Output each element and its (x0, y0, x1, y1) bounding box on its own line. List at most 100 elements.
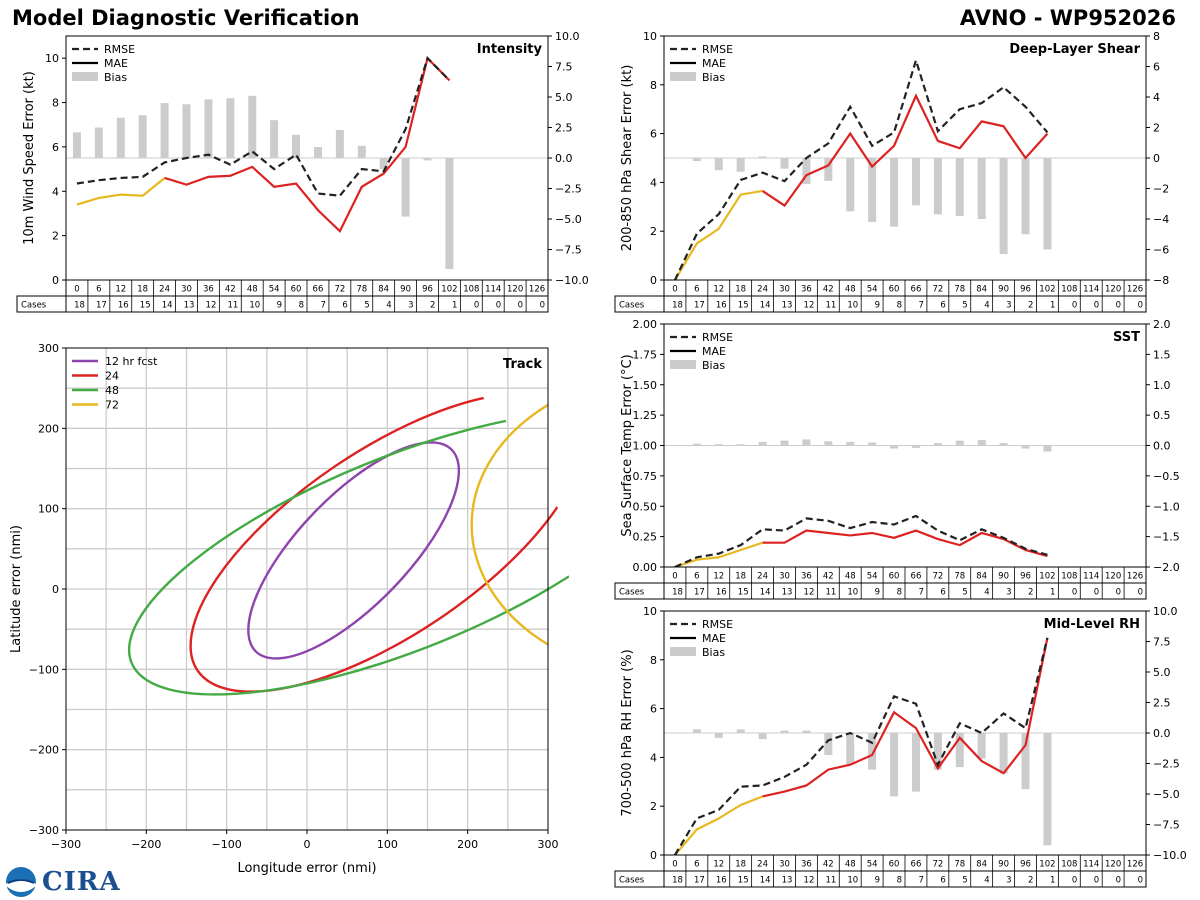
rh-table-case: 0 (1138, 876, 1143, 886)
sst-table-hour: 126 (1127, 572, 1143, 582)
intensity-legend-bias-swatch (72, 72, 98, 81)
cira-logo-text: CIRA (42, 867, 121, 897)
sst-bias-bar (692, 443, 701, 446)
track-legend-label: 72 (105, 399, 119, 412)
intensity-table-hour: 36 (203, 285, 214, 295)
sst-table-hour: 102 (1039, 572, 1055, 582)
rh-table-hour: 54 (867, 860, 878, 870)
shear-bias-bar (758, 156, 767, 158)
shear-legend-bias: Bias (702, 71, 725, 84)
intensity-ylabel: 10m Wind Speed Error (kt) (22, 71, 37, 245)
track-xtick-label: 100 (377, 838, 398, 851)
shear-table-case: 13 (782, 301, 793, 311)
intensity-table-hour: 60 (291, 285, 302, 295)
sst-table-hour: 120 (1105, 572, 1121, 582)
rh-cases-row (614, 870, 1147, 888)
sst-table-case: 18 (672, 588, 683, 598)
sst-bias-bar (1021, 445, 1030, 449)
shear-y2tick-label: −8 (1153, 274, 1169, 287)
rh-table-hour: 108 (1061, 860, 1077, 870)
rh-table-hour: 96 (1020, 860, 1031, 870)
intensity-table-hour: 114 (485, 285, 501, 295)
sst-table-hour: 60 (889, 572, 900, 582)
rh-bias-bar (780, 730, 789, 733)
intensity-bias-bar (335, 129, 344, 158)
sst-table-case: 6 (940, 588, 945, 598)
sst-ytick-label: 0.00 (633, 561, 658, 574)
rh-y2tick-label: −10.0 (1153, 849, 1187, 862)
intensity-title: Intensity (477, 42, 543, 57)
shear-legend-bias-swatch (670, 72, 696, 81)
intensity-bias-bar (204, 99, 213, 158)
shear-legend-rmse: RMSE (702, 43, 733, 56)
shear-bias-bar (890, 158, 899, 227)
sst-title: SST (1113, 330, 1140, 345)
sst-legend-bias: Bias (702, 359, 725, 372)
rh-y2tick-label: −7.5 (1153, 819, 1180, 832)
sst-y2tick-label: 1.0 (1153, 379, 1171, 392)
shear-bias-bar (714, 158, 723, 171)
shear-table-case: 2 (1028, 301, 1033, 311)
rh-table-hour: 30 (779, 860, 790, 870)
rh-table-hour: 66 (911, 860, 922, 870)
rh-table-hour: 84 (976, 860, 987, 870)
rh-table-hour: 0 (672, 860, 677, 870)
sst-bias-bar (999, 443, 1008, 446)
intensity-table-hour: 78 (356, 285, 367, 295)
shear-mae-line (761, 93, 1049, 208)
shear-y2tick-label: −2 (1153, 183, 1169, 196)
rh-title: Mid-Level RH (1044, 617, 1140, 632)
rh-table-case: 9 (875, 876, 880, 886)
rh-table-hour: 6 (694, 860, 699, 870)
intensity-table-case: 11 (227, 301, 238, 311)
shear-table-hour: 84 (976, 285, 987, 295)
sst-table-case: 0 (1116, 588, 1121, 598)
rh-table-case: 11 (825, 876, 836, 886)
shear-table-hour: 114 (1083, 285, 1099, 295)
shear-table-case: 14 (760, 301, 771, 311)
rh-table-case: 16 (716, 876, 727, 886)
sst-ytick-label: 1.00 (633, 440, 658, 453)
intensity-legend-bias: Bias (104, 71, 127, 84)
sst-y2tick-label: −1.0 (1153, 500, 1180, 513)
shear-cases-row (614, 295, 1147, 313)
rh-table-case: 12 (804, 876, 815, 886)
shear-bias-bar (977, 158, 986, 219)
shear-table-case: 6 (940, 301, 945, 311)
shear-table-case: 0 (1072, 301, 1077, 311)
track-ytick-label: −200 (29, 744, 59, 757)
track-legend-label: 48 (105, 384, 119, 397)
intensity-mae-early-line (76, 177, 166, 206)
sst-bias-bar (780, 440, 789, 446)
intensity-table-hour: 108 (463, 285, 479, 295)
intensity-cases-label: Cases (21, 301, 47, 311)
intensity-table-case: 4 (386, 301, 391, 311)
sst-table-case: 0 (1138, 588, 1143, 598)
rh-bias-bar (802, 730, 811, 733)
sst-table-hour: 84 (976, 572, 987, 582)
sst-table-hour: 54 (867, 572, 878, 582)
sst-table-case: 9 (875, 588, 880, 598)
shear-table-hour: 12 (713, 285, 724, 295)
shear-table-hour: 48 (845, 285, 856, 295)
sst-table-case: 3 (1006, 588, 1011, 598)
shear-rmse-line (673, 56, 1049, 281)
shear-table-case: 0 (1094, 301, 1099, 311)
shear-table-hour: 96 (1020, 285, 1031, 295)
shear-table-case: 12 (804, 301, 815, 311)
shear-table-hour: 18 (735, 285, 746, 295)
intensity-ytick-label: 2 (52, 230, 59, 243)
rh-cases-label: Cases (619, 876, 645, 886)
rh-bias-bar (955, 733, 964, 768)
rh-bias-bar (999, 733, 1008, 774)
sst-table-hour: 66 (911, 572, 922, 582)
sst-ytick-label: 1.50 (633, 379, 658, 392)
sst-table-hour: 36 (801, 572, 812, 582)
sst-table-hour: 42 (823, 572, 834, 582)
rh-table-hour: 102 (1039, 860, 1055, 870)
shear-bias-bar (846, 158, 855, 212)
rh-table-case: 6 (940, 876, 945, 886)
intensity-table-case: 0 (518, 301, 523, 311)
sst-y2tick-label: 2.0 (1153, 318, 1171, 331)
intensity-table-case: 10 (249, 301, 260, 311)
